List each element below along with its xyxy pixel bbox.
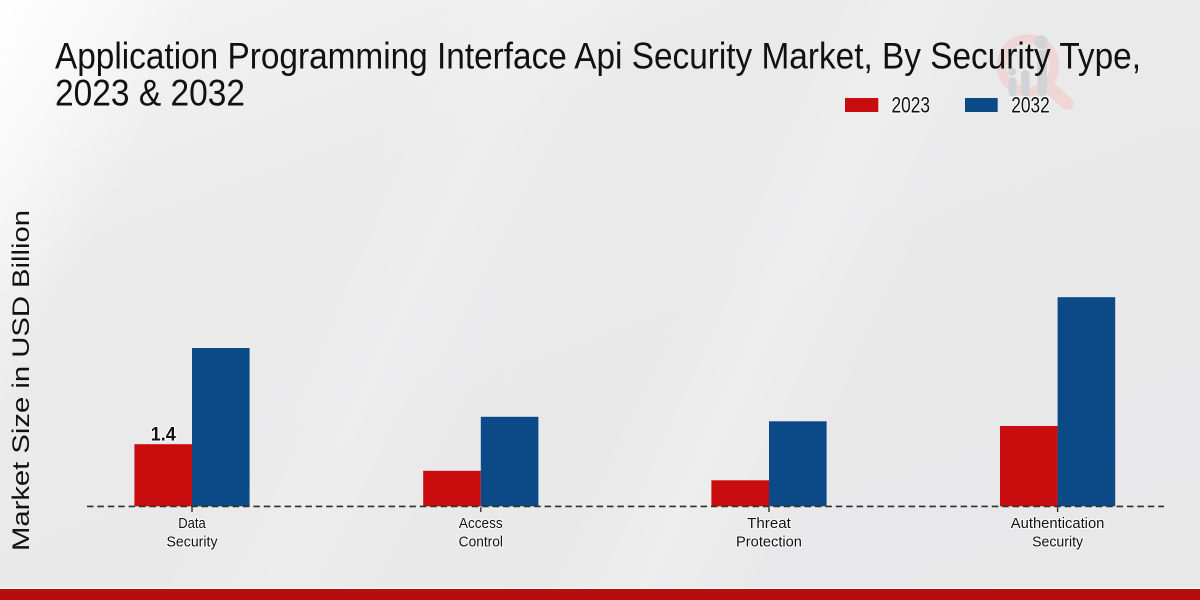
svg-text:Data: Data [178, 515, 206, 532]
svg-text:Market Size in USD Billion: Market Size in USD Billion [8, 210, 35, 551]
svg-text:Access: Access [459, 515, 503, 532]
svg-text:2023 & 2032: 2023 & 2032 [55, 73, 245, 114]
svg-text:1.4: 1.4 [151, 425, 176, 446]
svg-text:Application Programming Interf: Application Programming Interface Api Se… [55, 36, 1141, 77]
svg-text:Control: Control [459, 533, 503, 550]
svg-text:Security: Security [1032, 533, 1083, 550]
svg-text:2023: 2023 [892, 93, 931, 118]
svg-text:Threat: Threat [747, 515, 792, 532]
svg-text:Security: Security [167, 533, 218, 550]
svg-text:2032: 2032 [1011, 93, 1050, 118]
svg-text:Protection: Protection [736, 533, 802, 550]
svg-text:Authentication: Authentication [1011, 515, 1105, 532]
